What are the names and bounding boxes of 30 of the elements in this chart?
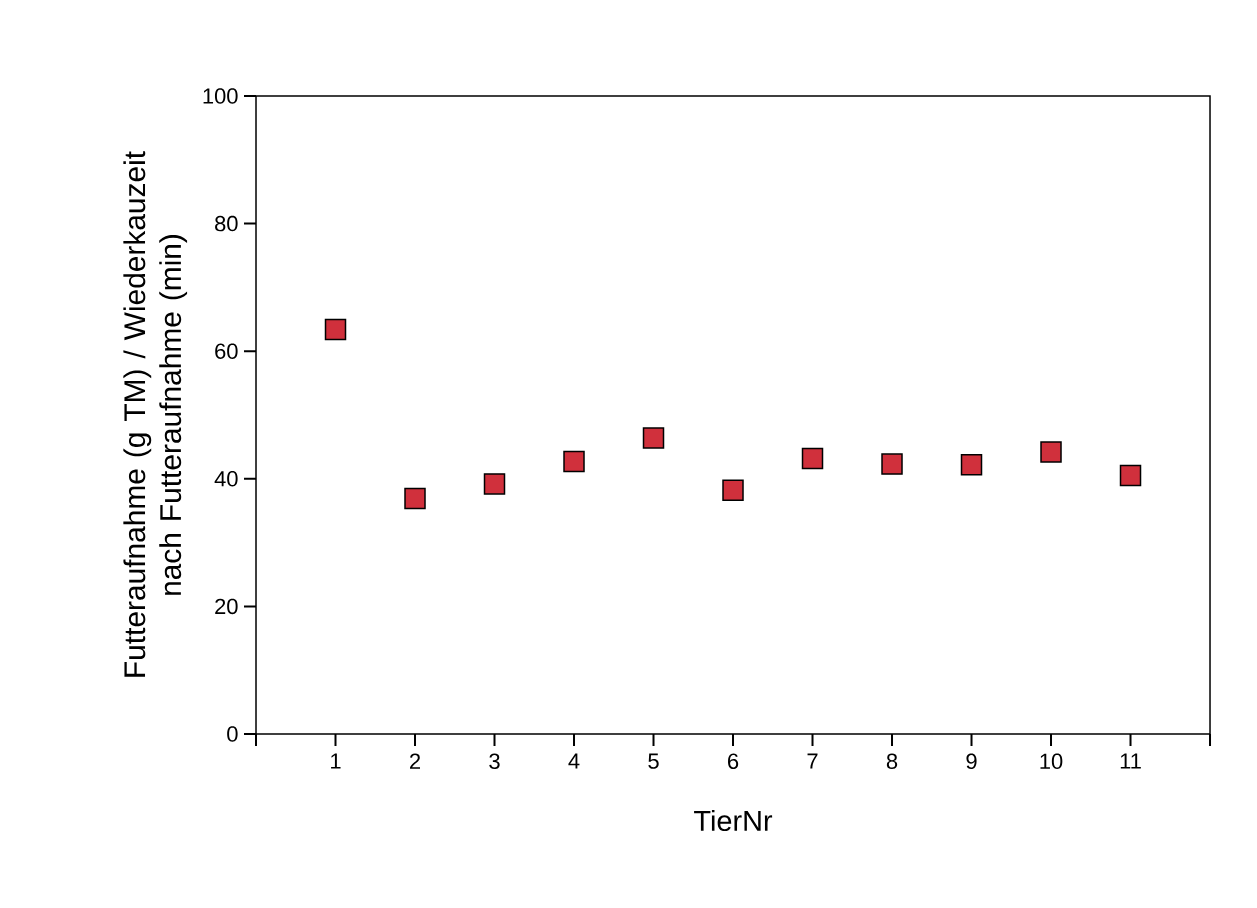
y-tick-label: 100 <box>203 88 238 104</box>
point <box>642 427 665 449</box>
point <box>801 447 824 470</box>
y-axis-title: Futteraufnahme (g TM) / Wiederkauzeit nach Futteraufnahme (min) <box>123 151 188 677</box>
point <box>1040 441 1062 463</box>
y-tick-label: 0 <box>227 726 238 742</box>
x-tick-label: 11 <box>1120 753 1141 769</box>
x-tick-label: 2 <box>410 753 420 769</box>
point <box>483 473 506 495</box>
x-tick-label: 1 <box>331 753 341 769</box>
x-tick-label: 9 <box>966 753 977 770</box>
point <box>324 318 347 341</box>
x-tick-label: 4 <box>568 753 580 769</box>
point <box>960 454 983 476</box>
point <box>722 479 744 502</box>
x-tick-label: 7 <box>807 753 818 769</box>
x-tick-label: 10 <box>1040 753 1063 770</box>
x-axis-title: TierNr <box>694 809 773 832</box>
point <box>881 453 903 475</box>
y-tick-label: 40 <box>214 471 238 487</box>
point <box>1119 464 1142 487</box>
point <box>404 487 426 510</box>
y-tick-label: 80 <box>215 215 238 232</box>
y-tick-label: 20 <box>215 598 238 615</box>
x-tick-label: 3 <box>489 753 500 770</box>
x-tick-label: 6 <box>728 753 739 770</box>
y-tick-label: 60 <box>215 343 238 359</box>
point <box>563 450 585 473</box>
x-tick-label: 8 <box>886 753 898 770</box>
x-tick-label: 5 <box>648 753 659 769</box>
